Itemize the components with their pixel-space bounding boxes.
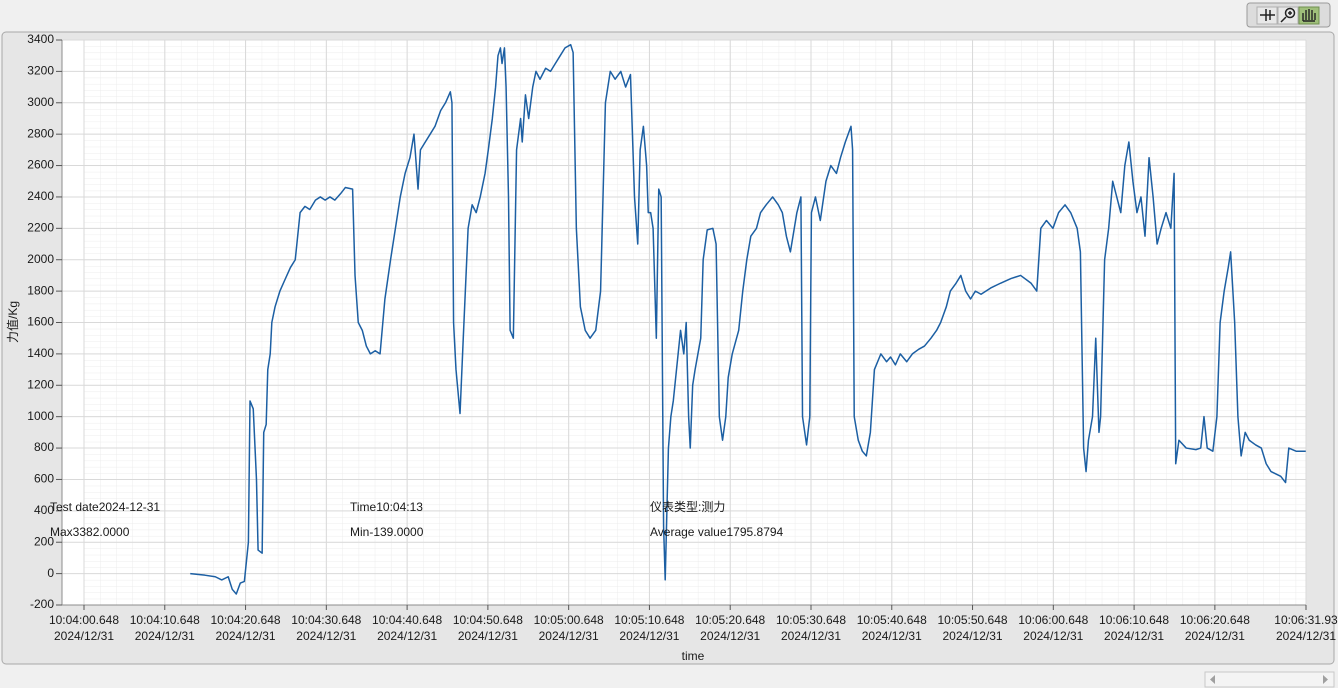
y-tick-label: 3200 xyxy=(27,64,54,78)
x-tick-label: 10:04:00.648 2024/12/31 xyxy=(48,613,120,643)
x-tick-label: 10:05:10.648 2024/12/31 xyxy=(614,613,685,643)
y-tick-label: 1800 xyxy=(27,283,54,297)
y-tick-label: 1000 xyxy=(27,409,54,423)
y-tick-label: -200 xyxy=(30,597,54,611)
zoom-tool[interactable] xyxy=(1277,6,1299,25)
y-tick-label: 2200 xyxy=(27,221,54,235)
y-tick-label: 2800 xyxy=(27,126,54,140)
y-tick-label: 1200 xyxy=(27,377,54,391)
y-tick-label: 0 xyxy=(47,566,54,580)
annotation: Test date2024-12-31 xyxy=(50,500,160,514)
x-tick-label: 10:05:20.648 2024/12/31 xyxy=(695,613,766,643)
x-tick-label: 10:06:20.648 2024/12/31 xyxy=(1179,613,1250,643)
y-tick-label: 1400 xyxy=(27,346,54,360)
cursor-tool[interactable] xyxy=(1256,6,1278,25)
y-tick-label: 400 xyxy=(34,503,54,517)
annotation: Average value1795.8794 xyxy=(650,525,784,539)
pan-icon xyxy=(1302,9,1316,22)
annotation: Max3382.0000 xyxy=(50,525,130,539)
x-axis-title: time xyxy=(682,649,705,663)
y-tick-label: 2600 xyxy=(27,158,54,172)
y-tick-label: 3000 xyxy=(27,95,54,109)
y-tick-label: 3400 xyxy=(27,32,54,46)
x-tick-label: 10:04:50.648 2024/12/31 xyxy=(452,613,523,643)
y-tick-label: 800 xyxy=(34,440,54,454)
y-tick-label: 1600 xyxy=(27,315,54,329)
scroll-right-arrow[interactable] xyxy=(1323,675,1328,684)
x-tick-label: 10:06:00.648 2024/12/31 xyxy=(1018,613,1089,643)
x-tick-label: 10:04:10.648 2024/12/31 xyxy=(129,613,200,643)
annotation: Min-139.0000 xyxy=(350,525,424,539)
scroll-left-arrow[interactable] xyxy=(1210,675,1215,684)
scrollbar-track[interactable] xyxy=(1204,671,1335,688)
zoom-icon xyxy=(1284,7,1296,19)
y-axis-title: 力值/Kg xyxy=(5,301,20,343)
x-tick-label: 10:04:20.648 2024/12/31 xyxy=(210,613,281,643)
x-tick-label: 10:05:00.648 2024/12/31 xyxy=(533,613,604,643)
y-tick-label: 600 xyxy=(34,472,54,486)
x-tick-label: 10:05:30.648 2024/12/31 xyxy=(775,613,847,643)
annotation: Time10:04:13 xyxy=(350,500,423,514)
zoom-icon xyxy=(1280,11,1292,23)
x-tick-label: 10:04:30.648 2024/12/31 xyxy=(291,613,362,643)
y-tick-label: 2000 xyxy=(27,252,54,266)
annotation: 仪表类型:测力 xyxy=(650,500,725,514)
graph-toolbar xyxy=(1246,2,1331,28)
scrollbar[interactable] xyxy=(1204,671,1335,688)
x-tick-label: 10:04:40.648 2024/12/31 xyxy=(372,613,443,643)
data-line xyxy=(190,43,1306,595)
x-tick-label: 10:05:50.648 2024/12/31 xyxy=(937,613,1008,643)
cursor-icon xyxy=(1260,9,1275,21)
plot-lines xyxy=(190,43,1306,595)
x-tick-label: 10:06:10.648 2024/12/31 xyxy=(1099,613,1170,643)
y-tick-label: 200 xyxy=(34,534,54,548)
x-tick-label: 10:05:40.648 2024/12/31 xyxy=(856,613,927,643)
x-tick-label: 10:06:31.93 2024/12/31 xyxy=(1274,613,1338,643)
pan-tool[interactable] xyxy=(1298,6,1320,25)
y-tick-label: 2400 xyxy=(27,189,54,203)
